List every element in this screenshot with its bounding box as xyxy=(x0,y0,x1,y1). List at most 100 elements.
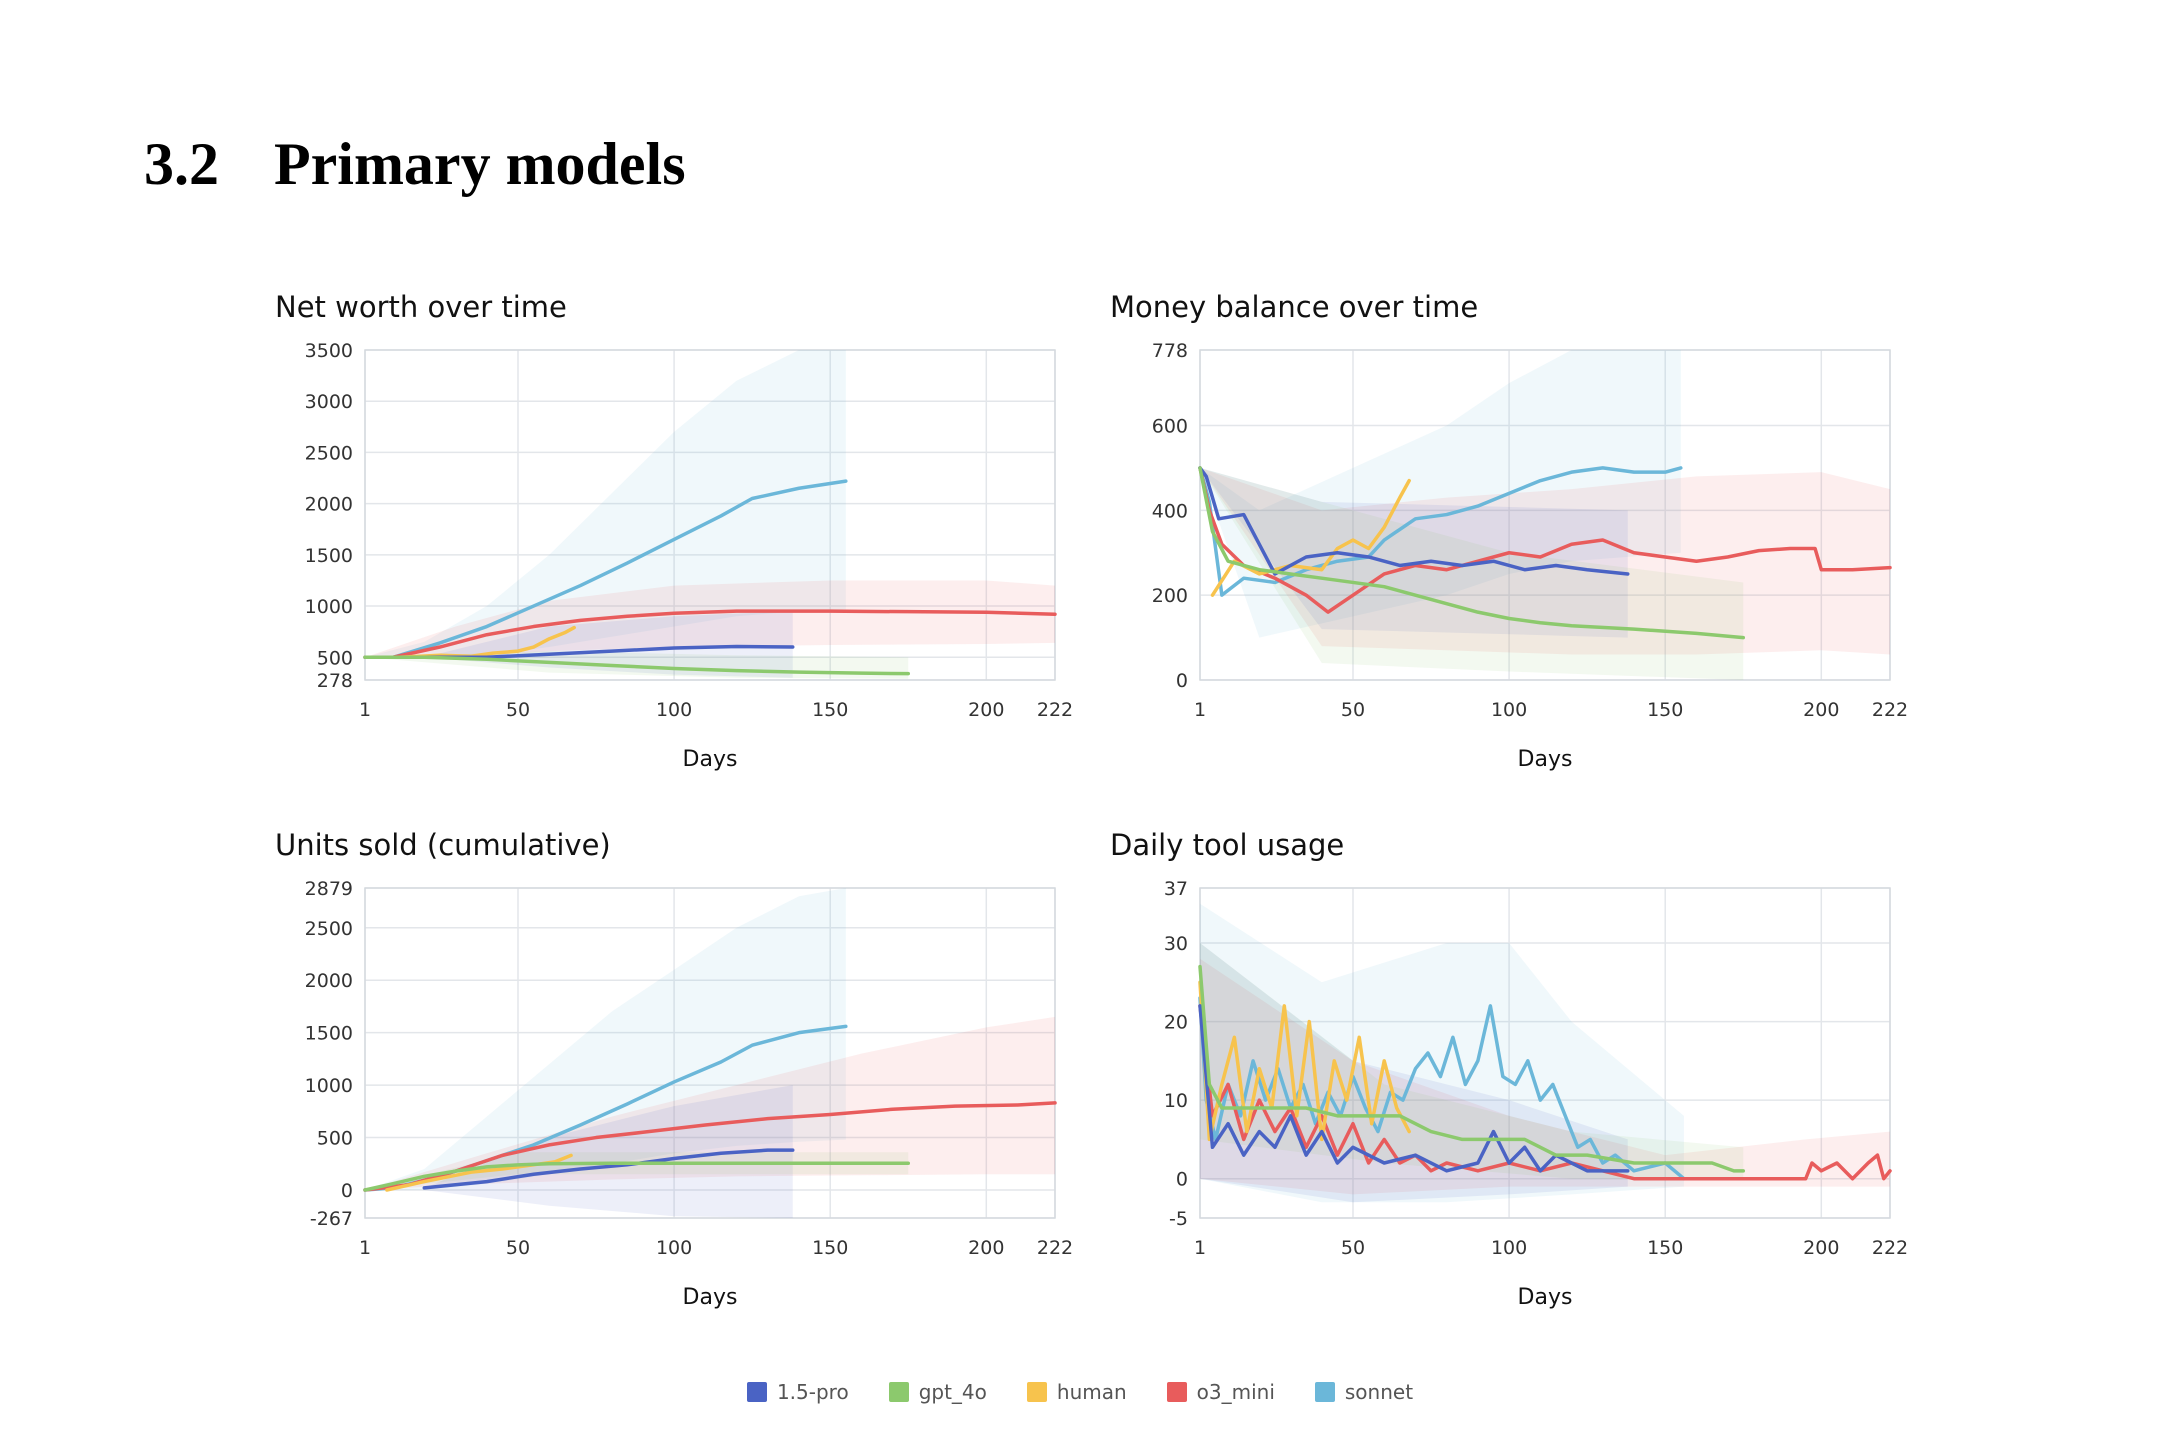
legend-item[interactable]: 1.5-pro xyxy=(746,1380,849,1404)
y-tick-label: 0 xyxy=(341,1180,353,1202)
section-title: Primary models xyxy=(274,131,686,197)
y-tick-label: 1500 xyxy=(305,1023,353,1045)
x-tick-label: 200 xyxy=(968,1237,1004,1259)
series-band-sonnet xyxy=(365,350,846,658)
x-tick-label: 200 xyxy=(1803,699,1839,721)
series-line-gpt_4o xyxy=(363,655,911,676)
x-tick-label: 1 xyxy=(359,699,371,721)
panel-units-sold: Units sold (cumulative) 1 50 100 150 200 222-… xyxy=(275,828,1135,1348)
x-tick-label: 50 xyxy=(506,699,530,721)
y-tick-label: 200 xyxy=(1152,585,1188,607)
y-tick-label: 400 xyxy=(1152,500,1188,522)
y-tick-label: 37 xyxy=(1164,878,1188,900)
series-line-sonnet xyxy=(363,479,848,660)
chart-title: Daily tool usage xyxy=(1110,828,1345,862)
legend-label: o3_mini xyxy=(1196,1380,1275,1404)
y-tick-label: 10 xyxy=(1164,1090,1188,1112)
x-axis-label: Days xyxy=(683,747,738,772)
chart-title: Units sold (cumulative) xyxy=(275,828,611,862)
x-tick-label: 50 xyxy=(1341,699,1365,721)
y-tick-label: -267 xyxy=(310,1208,353,1230)
x-tick-label: 150 xyxy=(812,1237,848,1259)
series-line-1.5-pro xyxy=(422,644,795,660)
y-tick-label: 2500 xyxy=(305,442,353,464)
series-band-o3_mini xyxy=(365,580,1055,658)
x-tick-label: 1 xyxy=(1194,1237,1206,1259)
legend-swatch xyxy=(746,1382,767,1402)
series-line-gpt_4o xyxy=(1198,466,1746,640)
legend-item[interactable]: sonnet xyxy=(1314,1380,1414,1404)
series-line-gpt_4o xyxy=(363,1161,911,1192)
y-tick-label: -5 xyxy=(1169,1208,1188,1230)
series-band-1.5-pro xyxy=(424,1085,793,1218)
section-heading: 3.2 Primary models xyxy=(144,130,686,199)
y-tick-label: 20 xyxy=(1164,1012,1188,1034)
x-axis-label: Days xyxy=(1518,1285,1573,1310)
panel-daily-tool-usage: Daily tool usage 1 50 100 150 200 222 -5 0 10 20 3… xyxy=(1110,828,1970,1348)
y-tick-label: 278 xyxy=(317,670,353,692)
legend: 1.5-pro gpt_4o human o3_mini sonnet xyxy=(0,1380,2160,1404)
legend-swatch xyxy=(1166,1382,1187,1402)
panel-money-balance: Money balance over time 1 50 100 150 200 222 0… xyxy=(1110,290,1970,810)
plot-frame xyxy=(1199,887,1891,1219)
y-tick-label: 2000 xyxy=(305,970,353,992)
x-tick-label: 200 xyxy=(968,699,1004,721)
chart-units-sold: 1 50 100 150 200 222-267050010001500200025002… xyxy=(305,878,1073,1310)
section-number: 3.2 xyxy=(144,131,219,197)
x-axis-label: Days xyxy=(1518,747,1573,772)
x-tick-label: 1 xyxy=(359,1237,371,1259)
series-line-human xyxy=(1198,980,1411,1142)
x-tick-label: 222 xyxy=(1037,1237,1073,1259)
series-band-o3_mini xyxy=(1200,958,1890,1195)
legend-swatch xyxy=(888,1382,909,1402)
chart-net-worth: 1 50 100 150 200 2222785001000150020002500300… xyxy=(305,340,1073,772)
y-tick-label: 778 xyxy=(1152,340,1188,362)
legend-item[interactable]: o3_mini xyxy=(1166,1380,1275,1404)
series-line-sonnet xyxy=(1198,466,1683,597)
series-line-1.5-pro xyxy=(1198,466,1630,576)
series-band-1.5-pro xyxy=(1200,943,1628,1203)
y-tick-label: 1500 xyxy=(305,545,353,567)
legend-label: human xyxy=(1056,1380,1127,1404)
x-tick-label: 1 xyxy=(1194,699,1206,721)
y-tick-label: 2500 xyxy=(305,918,353,940)
x-tick-label: 150 xyxy=(1647,1237,1683,1259)
legend-item[interactable]: gpt_4o xyxy=(888,1380,987,1404)
y-tick-label: 1000 xyxy=(305,1075,353,1097)
y-tick-label: 0 xyxy=(1176,670,1188,692)
y-tick-label: 1000 xyxy=(305,596,353,618)
x-tick-label: 200 xyxy=(1803,1237,1839,1259)
x-tick-label: 150 xyxy=(1647,699,1683,721)
x-tick-label: 222 xyxy=(1872,1237,1908,1259)
series-line-o3_mini xyxy=(363,609,1057,660)
legend-item[interactable]: human xyxy=(1026,1380,1127,1404)
y-tick-label: 2000 xyxy=(305,494,353,516)
series-line-o3_mini xyxy=(1198,1004,1892,1181)
legend-label: sonnet xyxy=(1344,1380,1414,1404)
x-tick-label: 150 xyxy=(812,699,848,721)
y-tick-label: 600 xyxy=(1152,416,1188,438)
plot-frame xyxy=(364,349,1056,681)
x-tick-label: 222 xyxy=(1037,699,1073,721)
legend-swatch xyxy=(1314,1382,1335,1402)
series-line-gpt_4o xyxy=(1198,964,1746,1173)
y-tick-label: 3000 xyxy=(305,391,353,413)
series-line-human xyxy=(385,1153,573,1192)
chart-title: Money balance over time xyxy=(1110,290,1479,324)
series-band-sonnet xyxy=(365,888,846,1190)
legend-label: 1.5-pro xyxy=(776,1380,849,1404)
x-tick-label: 100 xyxy=(656,1237,692,1259)
x-axis-label: Days xyxy=(683,1285,738,1310)
y-tick-label: 500 xyxy=(317,647,353,669)
x-tick-label: 50 xyxy=(506,1237,530,1259)
series-line-human xyxy=(1210,478,1411,597)
panel-net-worth: Net worth over time 1 50 100 150 200 222 278 50… xyxy=(275,290,1135,810)
y-tick-label: 0 xyxy=(1176,1169,1188,1191)
plot-frame xyxy=(364,887,1056,1219)
y-tick-label: 30 xyxy=(1164,933,1188,955)
y-tick-label: 3500 xyxy=(305,340,353,362)
x-tick-label: 100 xyxy=(656,699,692,721)
y-tick-label: 2879 xyxy=(305,878,353,900)
x-tick-label: 222 xyxy=(1872,699,1908,721)
